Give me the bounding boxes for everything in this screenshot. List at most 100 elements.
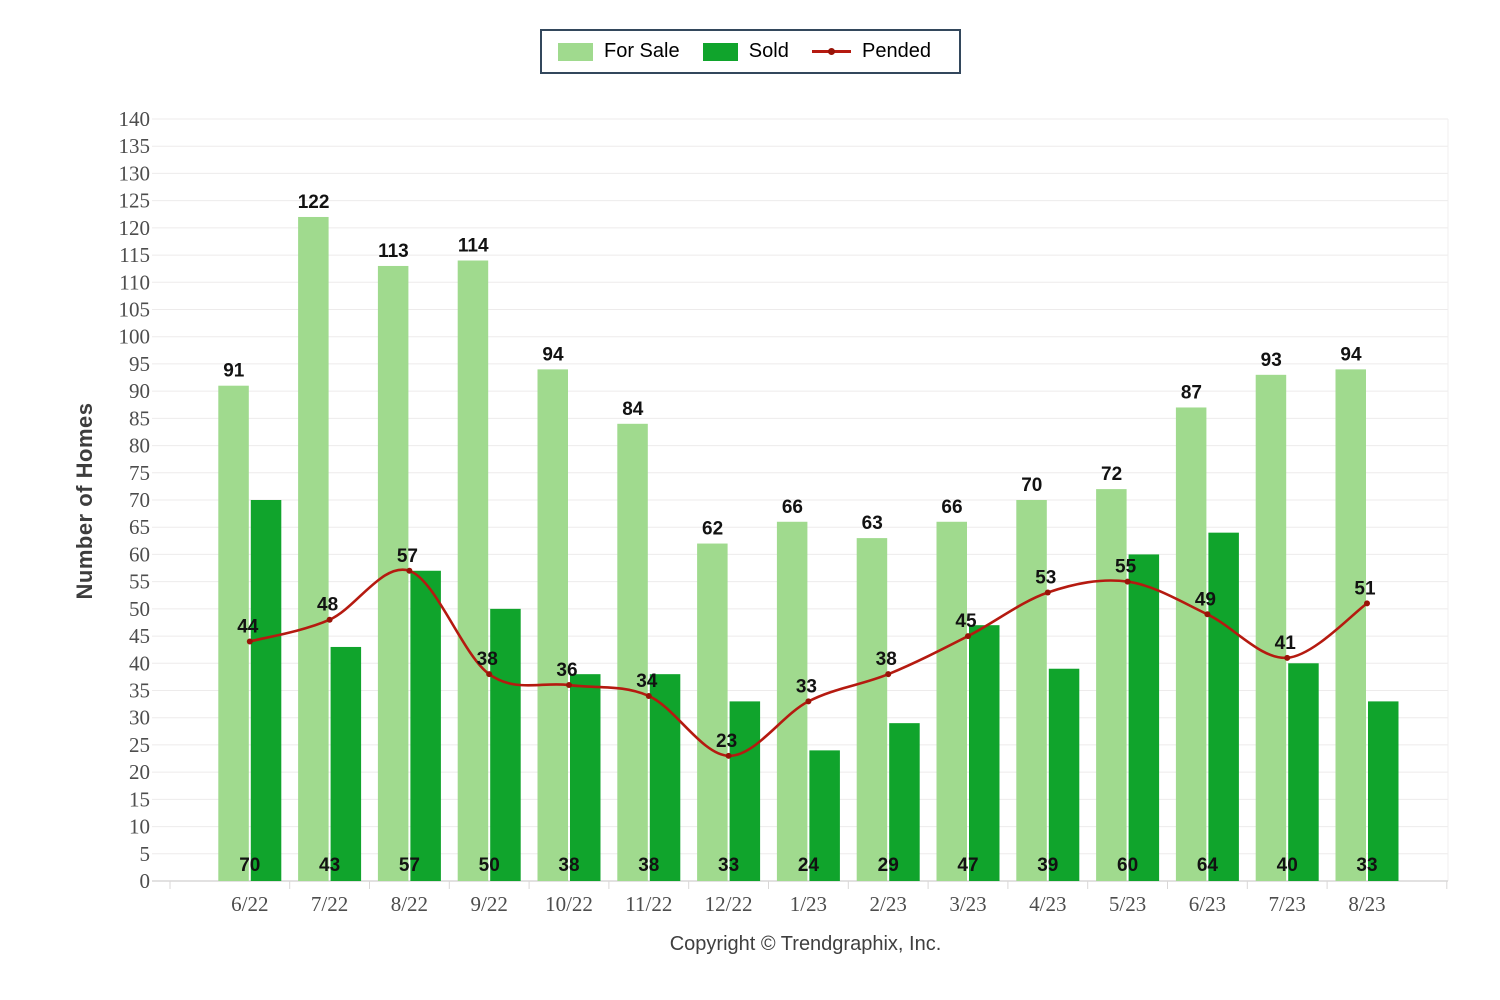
y-tick-label: 10 [129,815,150,839]
legend-item-pended: Pended [812,40,931,63]
label-for-sale: 91 [223,361,245,382]
label-pended: 23 [716,731,737,752]
pended-line-icon [812,48,852,55]
y-tick-label: 85 [129,406,150,430]
bar-for-sale [936,521,967,881]
x-tick-label: 4/23 [1029,892,1066,916]
y-tick-label: 115 [119,243,150,267]
label-for-sale: 72 [1101,464,1122,485]
y-tick-label: 120 [119,216,151,240]
pended-point-marker [885,671,892,678]
legend-label-for-sale: For Sale [604,40,680,62]
label-pended: 48 [317,595,338,616]
bar-for-sale [856,538,888,881]
legend: For Sale Sold Pended [540,29,961,74]
x-tick-label: 8/22 [391,892,428,916]
y-tick-label: 45 [129,624,150,648]
bar-sold [1048,668,1080,881]
label-for-sale: 122 [298,192,330,213]
y-tick-label: 100 [119,325,151,349]
label-for-sale: 87 [1181,382,1202,403]
bar-sold [570,674,601,881]
bar-for-sale [1096,489,1127,881]
label-for-sale: 84 [622,399,644,420]
bar-sold [969,625,1000,881]
pended-point-marker [805,698,812,705]
bar-for-sale [1175,407,1207,881]
label-sold: 64 [1197,855,1219,876]
pended-point-marker [326,616,333,623]
label-pended: 38 [477,649,498,670]
x-tick-label: 3/23 [949,892,986,916]
legend-label-sold: Sold [748,40,789,62]
label-sold: 33 [718,855,739,876]
y-tick-label: 0 [140,869,151,893]
label-sold: 60 [1117,855,1138,876]
y-tick-label: 95 [129,352,150,376]
label-sold: 38 [558,855,579,876]
pended-point-marker [246,638,253,645]
bar-sold [809,750,840,881]
x-tick-label: 8/23 [1348,892,1385,916]
x-tick-label: 9/22 [471,892,508,916]
label-for-sale: 93 [1261,350,1282,371]
y-tick-label: 130 [119,161,151,185]
label-sold: 47 [957,855,978,876]
legend-item-for-sale: For Sale [558,40,680,63]
pended-point-marker [1124,578,1131,585]
x-tick-label: 2/23 [870,892,907,916]
label-for-sale: 63 [862,513,883,534]
y-tick-label: 50 [129,597,150,621]
label-sold: 43 [319,855,340,876]
label-for-sale: 114 [458,236,489,257]
copyright-text: Copyright © Trendgraphix, Inc. [669,933,942,955]
y-tick-label: 60 [129,542,150,566]
bar-for-sale [1255,374,1287,881]
bar-sold [889,723,920,881]
y-tick-label: 65 [129,515,150,539]
x-tick-label: 5/23 [1109,892,1146,916]
pended-point-marker [1204,611,1211,618]
bar-sold [729,701,761,881]
y-tick-label: 20 [129,760,150,784]
y-tick-label: 25 [129,733,150,757]
x-tick-label: 7/23 [1269,892,1306,916]
x-tick-label: 1/23 [790,892,827,916]
label-sold: 39 [1037,855,1058,876]
x-tick-label: 7/22 [311,892,348,916]
bar-for-sale [617,423,648,881]
y-tick-label: 55 [129,570,150,594]
bar-sold [410,570,441,881]
label-pended: 41 [1275,633,1297,654]
y-tick-label: 40 [129,651,150,675]
y-tick-label: 135 [119,134,151,158]
label-sold: 29 [878,855,899,876]
bar-sold [1208,532,1239,881]
label-pended: 53 [1035,568,1056,589]
y-tick-label: 70 [129,488,150,512]
pended-point-marker [406,567,413,574]
bar-for-sale [218,385,249,881]
bar-for-sale [377,265,409,881]
bar-for-sale [537,369,568,881]
pended-point-marker [1364,600,1370,607]
for-sale-swatch-icon [558,42,593,61]
label-pended: 51 [1354,578,1376,599]
bar-for-sale [1016,500,1047,881]
pended-point-marker [1044,589,1051,596]
bar-sold [330,646,362,881]
label-for-sale: 66 [782,497,803,518]
x-tick-label: 11/22 [625,892,672,916]
legend-item-sold: Sold [702,40,789,63]
x-tick-label: 6/23 [1189,892,1226,916]
legend-label-pended: Pended [862,40,931,62]
label-pended: 45 [955,611,977,632]
y-tick-label: 125 [119,189,151,213]
x-tick-label: 12/22 [705,892,753,916]
label-for-sale: 62 [702,519,723,540]
bar-sold [1128,554,1160,881]
pended-point-marker [566,682,572,689]
y-tick-label: 5 [140,842,151,866]
label-sold: 57 [399,855,420,876]
